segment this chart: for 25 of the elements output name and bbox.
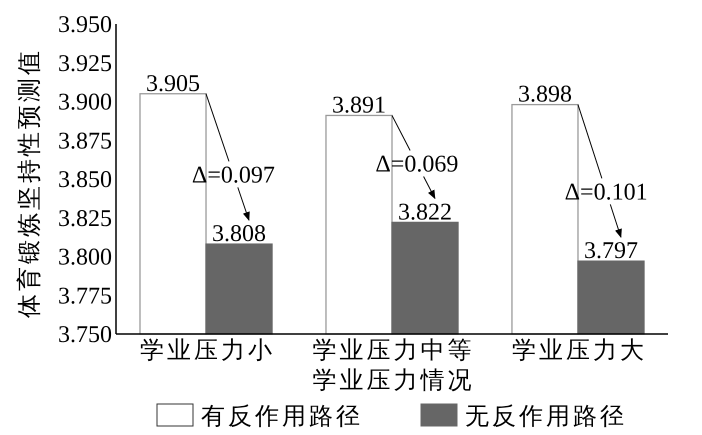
y-tick-label: 3.900 [58, 90, 112, 116]
x-axis-title: 学业压力情况 [312, 368, 474, 394]
y-tick-label: 3.875 [58, 128, 112, 154]
x-tick-label: 学业压力小 [140, 338, 276, 364]
annotation: Δ=0.101 [564, 179, 648, 206]
data-label: 3.808 [212, 221, 266, 248]
legend-label: 有反作用路径 [201, 404, 363, 430]
y-tick-label: 3.800 [58, 244, 112, 270]
x-tick-label: 学业压力中等 [312, 338, 474, 364]
y-tick-label: 3.775 [58, 283, 112, 310]
y-tick-label: 3.850 [58, 167, 112, 193]
y-tick-label: 3.750 [58, 322, 112, 348]
annotation: Δ=0.069 [375, 152, 458, 178]
data-label: 3.891 [332, 92, 386, 118]
y-axis-title: 体育锻炼坚持性预测值 [16, 48, 43, 318]
data-label: 3.797 [584, 238, 638, 264]
y-tick-label: 3.825 [58, 206, 112, 232]
data-label: 3.822 [398, 199, 452, 226]
y-tick-label: 3.950 [58, 12, 112, 38]
data-label: 3.898 [518, 82, 572, 108]
x-tick-label: 学业压力大 [512, 338, 647, 364]
legend-label: 无反作用路径 [465, 404, 627, 430]
data-label: 3.905 [146, 70, 200, 97]
y-tick-label: 3.925 [58, 50, 112, 77]
annotation: Δ=0.097 [192, 162, 275, 188]
